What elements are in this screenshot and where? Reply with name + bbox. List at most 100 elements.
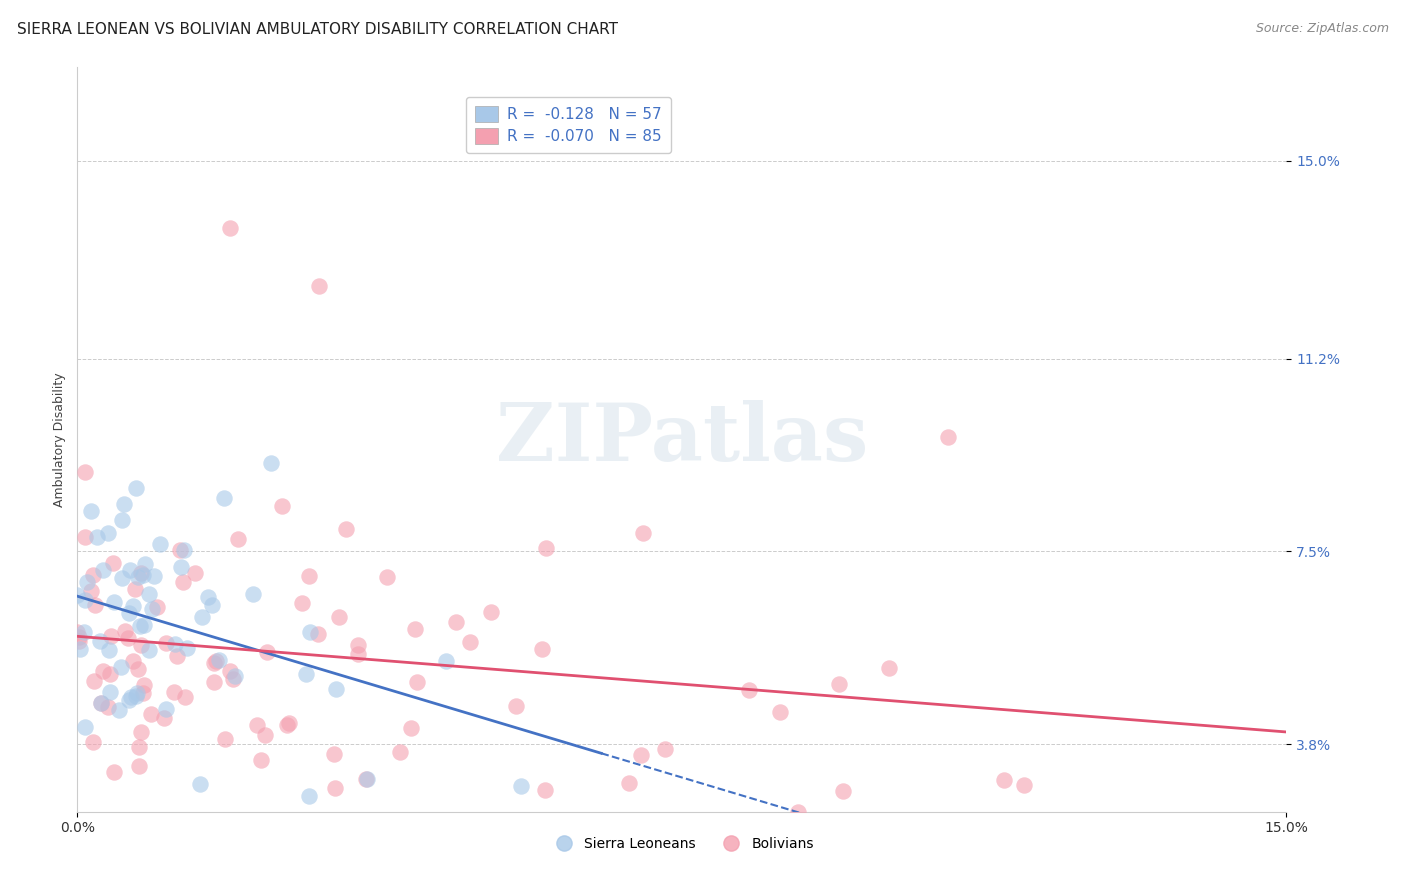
Point bbox=[76, 574, 98, 589]
Point bbox=[323, 747, 346, 761]
Point bbox=[335, 522, 357, 536]
Legend: Sierra Leoneans, Bolivians: Sierra Leoneans, Bolivians bbox=[544, 832, 820, 857]
Point bbox=[75, 465, 97, 479]
Point bbox=[121, 654, 143, 668]
Point bbox=[69, 634, 91, 648]
Point bbox=[103, 764, 125, 779]
Point bbox=[169, 543, 191, 558]
Point bbox=[218, 665, 240, 679]
Point bbox=[204, 654, 226, 668]
Point bbox=[256, 645, 278, 659]
Point bbox=[170, 559, 193, 574]
Point bbox=[202, 674, 225, 689]
Point bbox=[89, 633, 111, 648]
Point bbox=[877, 661, 900, 675]
Point bbox=[163, 637, 186, 651]
Point bbox=[153, 711, 176, 725]
Point bbox=[110, 659, 132, 673]
Point bbox=[155, 702, 177, 716]
Point bbox=[276, 718, 298, 732]
Point bbox=[323, 781, 346, 796]
Point bbox=[993, 773, 1015, 788]
Point bbox=[129, 566, 152, 580]
Point bbox=[163, 685, 186, 699]
Point bbox=[86, 530, 108, 544]
Point bbox=[298, 624, 321, 639]
Point bbox=[828, 677, 851, 691]
Point bbox=[139, 706, 162, 721]
Point bbox=[111, 571, 134, 585]
Point bbox=[531, 642, 554, 657]
Point bbox=[90, 696, 112, 710]
Point bbox=[84, 598, 107, 612]
Point bbox=[134, 678, 156, 692]
Point bbox=[253, 728, 276, 742]
Point bbox=[138, 643, 160, 657]
Point bbox=[148, 537, 170, 551]
Point bbox=[505, 698, 527, 713]
Point bbox=[291, 596, 314, 610]
Point bbox=[197, 590, 219, 604]
Point bbox=[278, 715, 301, 730]
Point bbox=[118, 606, 141, 620]
Point bbox=[82, 735, 104, 749]
Point bbox=[219, 221, 242, 235]
Point bbox=[183, 566, 205, 580]
Point bbox=[242, 587, 264, 601]
Point bbox=[66, 625, 89, 640]
Point bbox=[404, 623, 426, 637]
Point bbox=[444, 615, 467, 629]
Point bbox=[101, 557, 124, 571]
Point bbox=[202, 656, 225, 670]
Point bbox=[91, 664, 114, 678]
Point bbox=[131, 725, 153, 739]
Point bbox=[120, 563, 142, 577]
Point bbox=[328, 610, 350, 624]
Point bbox=[738, 682, 761, 697]
Point bbox=[73, 530, 96, 544]
Point bbox=[509, 779, 531, 793]
Point bbox=[73, 592, 96, 607]
Text: ZIPatlas: ZIPatlas bbox=[496, 401, 868, 478]
Point bbox=[120, 690, 142, 704]
Point bbox=[212, 491, 235, 506]
Point bbox=[98, 685, 121, 699]
Point bbox=[90, 696, 112, 710]
Point bbox=[533, 783, 555, 797]
Point bbox=[246, 718, 269, 732]
Point bbox=[295, 667, 318, 681]
Point bbox=[73, 624, 96, 639]
Point bbox=[617, 776, 640, 790]
Point bbox=[83, 673, 105, 688]
Point bbox=[401, 721, 423, 735]
Point bbox=[633, 526, 655, 541]
Point bbox=[200, 599, 222, 613]
Point bbox=[69, 641, 91, 656]
Point bbox=[114, 624, 136, 638]
Point bbox=[146, 600, 169, 615]
Point bbox=[222, 672, 245, 686]
Point bbox=[458, 634, 481, 648]
Point bbox=[100, 629, 122, 643]
Point bbox=[91, 563, 114, 577]
Point bbox=[155, 636, 177, 650]
Point bbox=[128, 759, 150, 773]
Point bbox=[176, 640, 198, 655]
Point bbox=[405, 675, 427, 690]
Point bbox=[124, 481, 146, 495]
Point bbox=[134, 557, 156, 571]
Point bbox=[100, 667, 122, 681]
Y-axis label: Ambulatory Disability: Ambulatory Disability bbox=[53, 372, 66, 507]
Point bbox=[188, 777, 211, 791]
Point bbox=[124, 582, 146, 596]
Point bbox=[80, 504, 103, 518]
Point bbox=[388, 745, 411, 759]
Point bbox=[141, 602, 163, 616]
Point bbox=[134, 618, 156, 632]
Point bbox=[97, 699, 120, 714]
Point bbox=[129, 619, 152, 633]
Point bbox=[356, 772, 378, 786]
Point bbox=[125, 685, 148, 699]
Point bbox=[73, 720, 96, 734]
Point bbox=[127, 569, 149, 583]
